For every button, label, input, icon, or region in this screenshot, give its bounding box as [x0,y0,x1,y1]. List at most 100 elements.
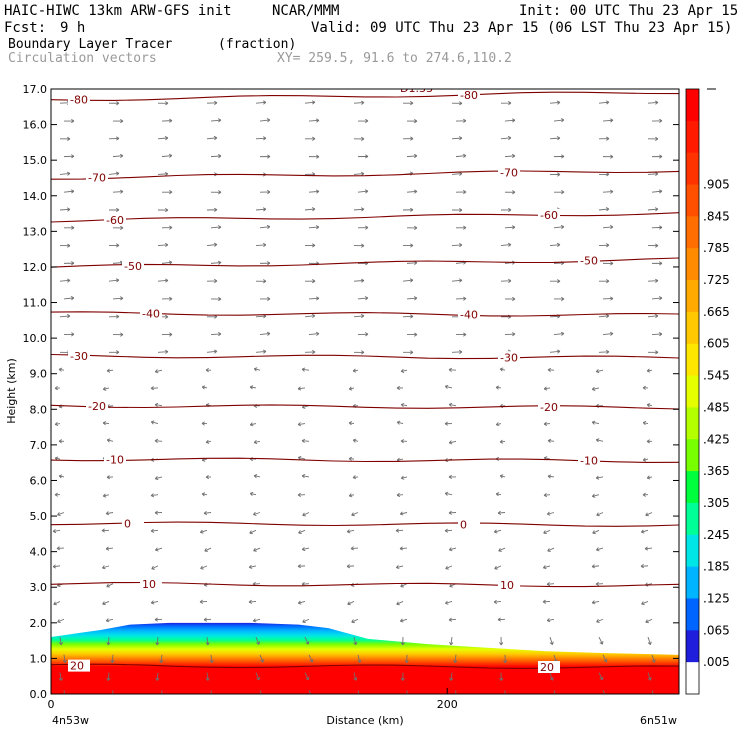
circulation-vector [651,261,663,266]
circulation-vector [301,474,310,479]
circulation-vector [495,422,502,427]
colorbar-label: .065 [703,623,730,637]
circulation-vector [553,154,565,159]
circulation-vector [249,529,257,535]
circulation-vector [546,511,555,516]
circulation-vector [259,261,271,266]
circulation-vector [161,260,173,265]
colorbar-label: .005 [703,655,730,669]
circulation-vector [112,296,124,301]
colorbar-swatch [686,534,699,568]
contour-label-bg [458,89,480,101]
circulation-vector [154,402,163,408]
circulation-vector [259,296,271,301]
circulation-vector [154,369,163,374]
contour-label-bg [86,171,108,184]
circulation-vector [210,260,222,265]
y-tick-label: 14.0 [23,190,48,203]
circulation-vector [255,636,261,645]
circulation-vector [547,367,555,372]
circulation-vector [105,546,114,551]
circulation-vector [543,386,551,391]
circulation-vector [646,439,653,444]
circulation-vector [150,386,159,391]
circulation-vector [302,618,310,624]
circulation-vector [352,438,359,443]
colorbar-swatch [686,662,699,695]
circulation-vector [451,242,463,248]
colorbar-swatch [686,216,699,249]
colorbar-swatch [686,375,699,408]
circulation-vector [499,439,506,444]
model-title: HAIC-HIWC 13km ARW-GFS init [4,3,232,19]
contour-label: -60 [540,209,558,222]
circulation-vector [598,136,610,141]
circulation-vector [647,278,659,283]
circulation-vector [304,100,316,105]
circulation-vector [108,243,120,248]
contour-label-bg [498,351,520,364]
circulation-vector [598,207,610,212]
circulation-vector [304,136,316,141]
circulation-vector [647,100,659,105]
x-left-location: 4n53w [52,714,89,727]
circulation-vector [102,601,110,606]
circulation-vector [406,690,408,694]
circulation-vector [592,529,600,535]
x-tick-label: 200 [437,698,458,711]
y-tick-label: 11.0 [23,297,48,310]
circulation-vector [106,475,114,480]
circulation-vector [253,474,261,479]
circulation-vector [451,136,463,141]
circulation-vector [59,136,71,141]
circulation-vector [348,386,355,391]
colorbar-swatch [686,152,699,186]
circulation-vector [591,386,600,391]
circulation-vector [595,547,604,552]
circulation-vector [150,420,159,425]
circulation-vector [52,564,61,569]
circulation-vector [646,475,653,480]
circulation-vector [255,207,267,212]
circulation-vector [346,529,355,534]
circulation-vector [500,135,512,141]
temperature-contour [51,353,679,360]
circulation-vector [112,189,124,194]
circulation-vector [591,493,600,498]
circulation-vector [499,637,504,646]
contour-label-bg [104,214,126,227]
circulation-vector [596,512,604,517]
y-tick-label: 17.0 [23,83,48,96]
contour-label-bg [68,93,90,106]
circulation-vector [301,438,310,444]
x-axis-label: Distance (km) [326,714,403,727]
contour-label: -30 [500,351,518,364]
circulation-vector [353,207,365,212]
contour-label-bg [68,349,90,362]
circulation-vector [63,296,75,301]
colorbar-frame [685,88,700,695]
circulation-vector [259,189,271,195]
colorbar-swatch [686,407,699,440]
circulation-vector [402,243,414,248]
circulation-vector [642,385,649,390]
circulation-vector [448,547,457,552]
circulation-vector [504,225,516,230]
circulation-vector [106,438,114,443]
circulation-vector [154,510,163,515]
y-tick-label: 8.0 [30,403,48,416]
circulation-vector [595,581,604,587]
circulation-vector [553,190,565,195]
circulation-vector [455,153,467,158]
y-tick-label: 1.0 [30,652,48,665]
field-name: Boundary Layer Tracer [8,37,173,52]
colorbar-label: .725 [703,273,730,287]
circulation-vector [304,636,310,645]
circulation-vector [201,492,208,497]
circulation-vector [500,242,512,247]
field-units: (fraction) [218,37,297,52]
circulation-vector [504,118,516,123]
y-tick-label: 5.0 [30,510,48,523]
circulation-vector [108,278,120,283]
circulation-vector [54,421,61,427]
